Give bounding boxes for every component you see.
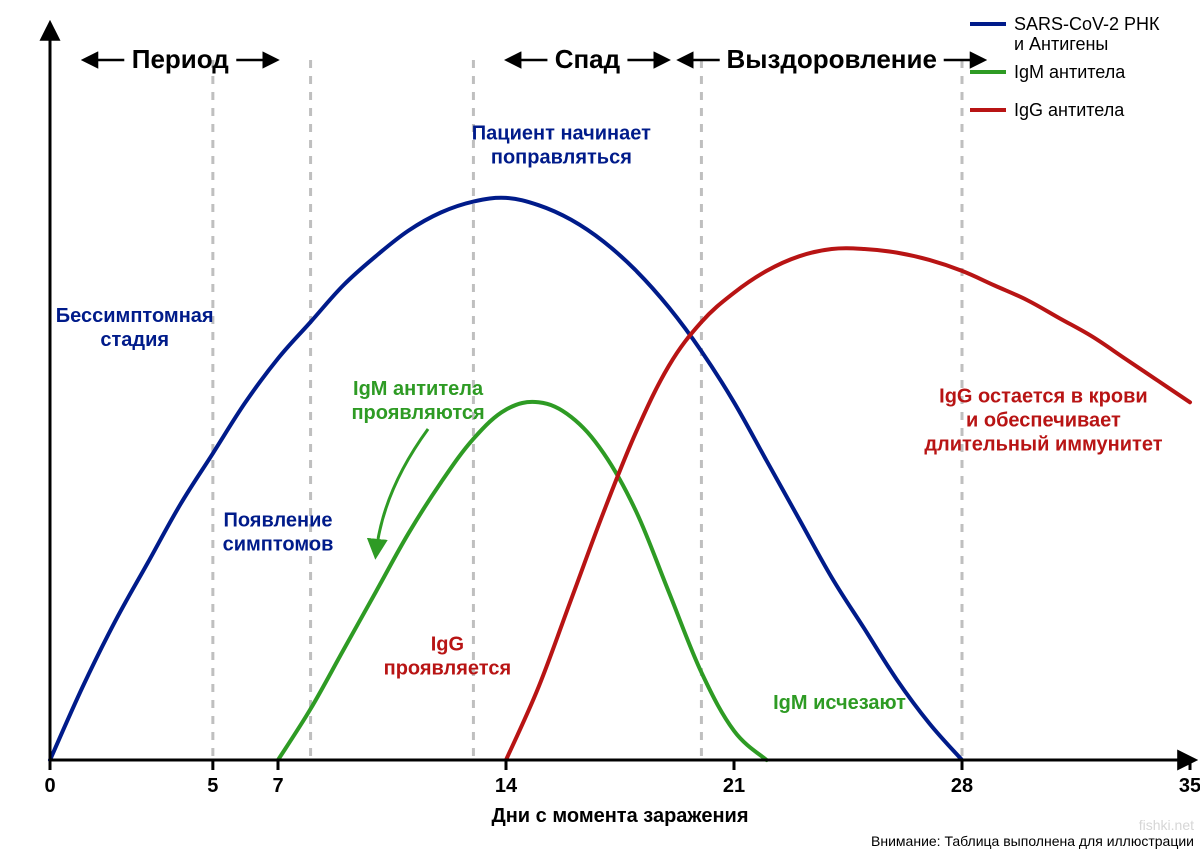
svg-text:поправляться: поправляться: [491, 147, 632, 169]
legend-label: и Антигены: [1014, 34, 1108, 54]
footer-note: Внимание: Таблица выполнена для иллюстра…: [871, 833, 1194, 849]
x-tick-label: 0: [44, 775, 55, 797]
annotations: Бессимптомнаястадия Пациент начинаетпопра…: [56, 123, 1163, 714]
svg-text:длительный иммунитет: длительный иммунитет: [924, 433, 1162, 455]
annotation-symptoms: Появлениесимптомов: [223, 509, 334, 555]
legend-label: IgG антитела: [1014, 100, 1125, 120]
annotation-igm-appear: IgM антителапроявляются: [351, 378, 484, 556]
svg-text:Пациент начинает: Пациент начинает: [472, 123, 651, 145]
x-tick-label: 7: [272, 775, 283, 797]
data-series: [50, 198, 1190, 760]
legend-label: IgM антитела: [1014, 62, 1126, 82]
x-axis-title: Дни с момента заражения: [491, 805, 748, 827]
phase-labels: Период Спад Выздоровление: [84, 44, 983, 74]
legend: SARS-CoV-2 РНКи Антигены IgM антитела IgG …: [970, 14, 1160, 120]
series-igg: [506, 248, 1190, 760]
watermark: fishki.net: [1139, 817, 1194, 833]
legend-label: SARS-CoV-2 РНК: [1014, 14, 1160, 34]
x-tick-label: 21: [723, 775, 745, 797]
annotation-arrow: [376, 429, 428, 556]
svg-text:проявляется: проявляется: [384, 658, 512, 680]
x-tick-label: 14: [495, 775, 518, 797]
svg-text:и обеспечивает: и обеспечивает: [966, 409, 1121, 431]
svg-text:IgG: IgG: [431, 634, 464, 656]
svg-text:проявляются: проявляются: [351, 402, 484, 424]
x-tick-label: 35: [1179, 775, 1200, 797]
annotation-igg-appear: IgGпроявляется: [384, 634, 512, 680]
annotation-igm-gone: IgM исчезают: [773, 692, 906, 714]
x-tick-label: 5: [207, 775, 218, 797]
phase-label: Период: [132, 44, 230, 74]
x-tick-label: 28: [951, 775, 973, 797]
svg-text:Бессимптомная: Бессимптомная: [56, 305, 214, 327]
annotation-recovering: Пациент начинаетпоправляться: [472, 123, 651, 169]
phase-label: Спад: [555, 44, 621, 74]
annotation-igg-remain: IgG остается в кровии обеспечиваетдлител…: [924, 385, 1162, 455]
svg-text:стадия: стадия: [100, 329, 169, 351]
annotation-asymptomatic: Бессимптомнаястадия: [56, 305, 214, 351]
immunology-line-chart: Период Спад Выздоровление 0 5 7 14 21 28 35 Дни с…: [0, 0, 1200, 854]
footer: Внимание: Таблица выполнена для иллюстра…: [871, 817, 1194, 849]
svg-text:симптомов: симптомов: [223, 533, 334, 555]
series-igm: [278, 402, 767, 760]
phase-label: Выздоровление: [726, 44, 936, 74]
svg-text:IgM исчезают: IgM исчезают: [773, 692, 906, 714]
svg-text:IgM антитела: IgM антитела: [353, 378, 484, 400]
x-ticks: 0 5 7 14 21 28 35 Дни с момента заражения: [44, 760, 1200, 827]
svg-text:IgG остается в крови: IgG остается в крови: [939, 385, 1148, 407]
svg-text:Появление: Появление: [223, 509, 332, 531]
